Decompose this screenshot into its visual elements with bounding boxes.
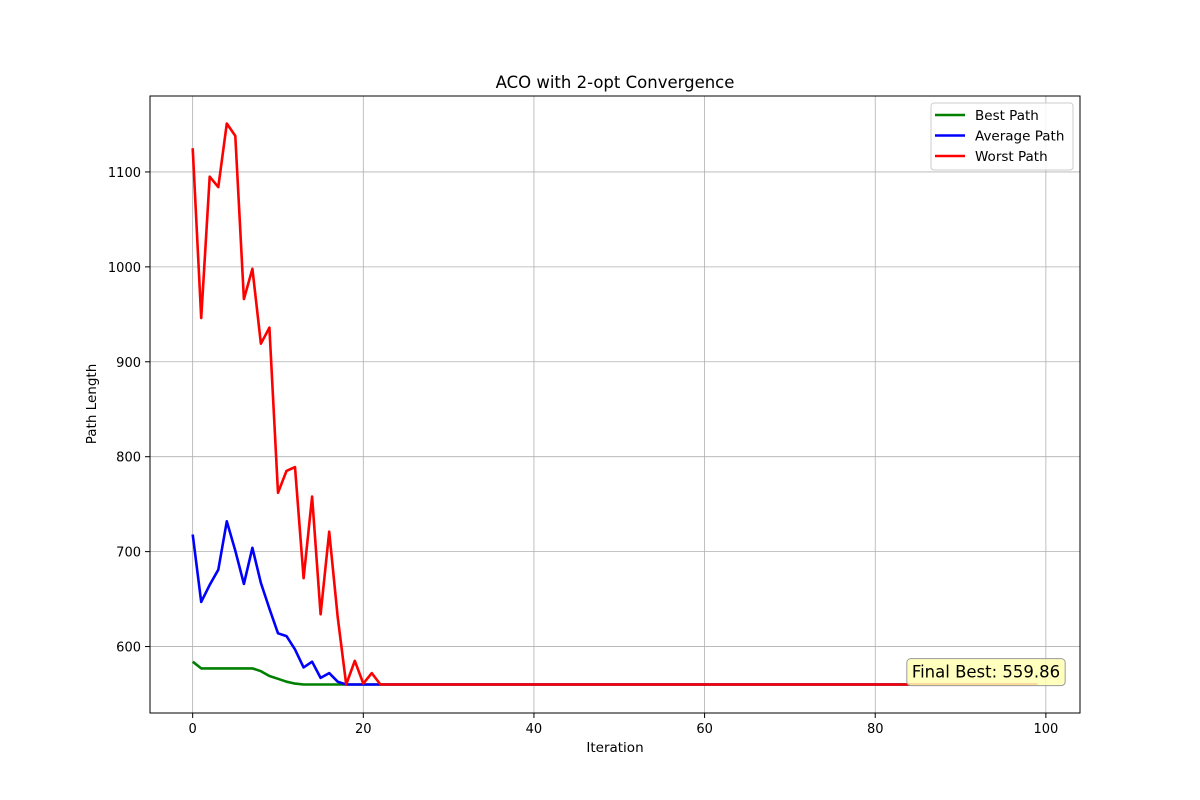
x-tick-label: 40 (526, 722, 543, 737)
chart-title: ACO with 2-opt Convergence (496, 73, 735, 92)
y-tick-label: 700 (116, 546, 141, 561)
legend: Best Path Average Path Worst Path (930, 102, 1074, 171)
annotation-text: Final Best: 559.86 (912, 663, 1060, 682)
x-tick-label: 100 (1033, 722, 1058, 737)
x-axis-label: Iteration (586, 740, 643, 756)
x-tick-label: 20 (355, 722, 372, 737)
y-tick-label: 600 (116, 641, 141, 656)
x-tick-label: 80 (867, 722, 884, 737)
plot-frame (149, 95, 1081, 714)
annotation-box (906, 658, 1066, 687)
y-tick-label: 1100 (108, 166, 141, 181)
worst-path-line (191, 122, 1038, 686)
plot-background (150, 96, 1080, 713)
legend-box (930, 102, 1074, 171)
y-tick-label: 1000 (108, 261, 141, 276)
axis-ticks: 0 20 40 60 80 100 600 700 800 900 1000 1100 (108, 166, 1058, 737)
y-tick-label: 800 (116, 451, 141, 466)
x-tick-label: 60 (696, 722, 713, 737)
x-tick-label: 0 (189, 722, 197, 737)
grid-lines (150, 96, 1080, 713)
legend-label-best-path: Best Path (975, 108, 1039, 124)
final-best-annotation: Final Best: 559.86 (906, 658, 1066, 687)
legend-label-average-path: Average Path (975, 129, 1064, 145)
series-lines (191, 122, 1038, 686)
y-tick-label: 900 (116, 356, 141, 371)
y-axis-label: Path Length (84, 364, 100, 445)
legend-label-worst-path: Worst Path (975, 149, 1048, 165)
